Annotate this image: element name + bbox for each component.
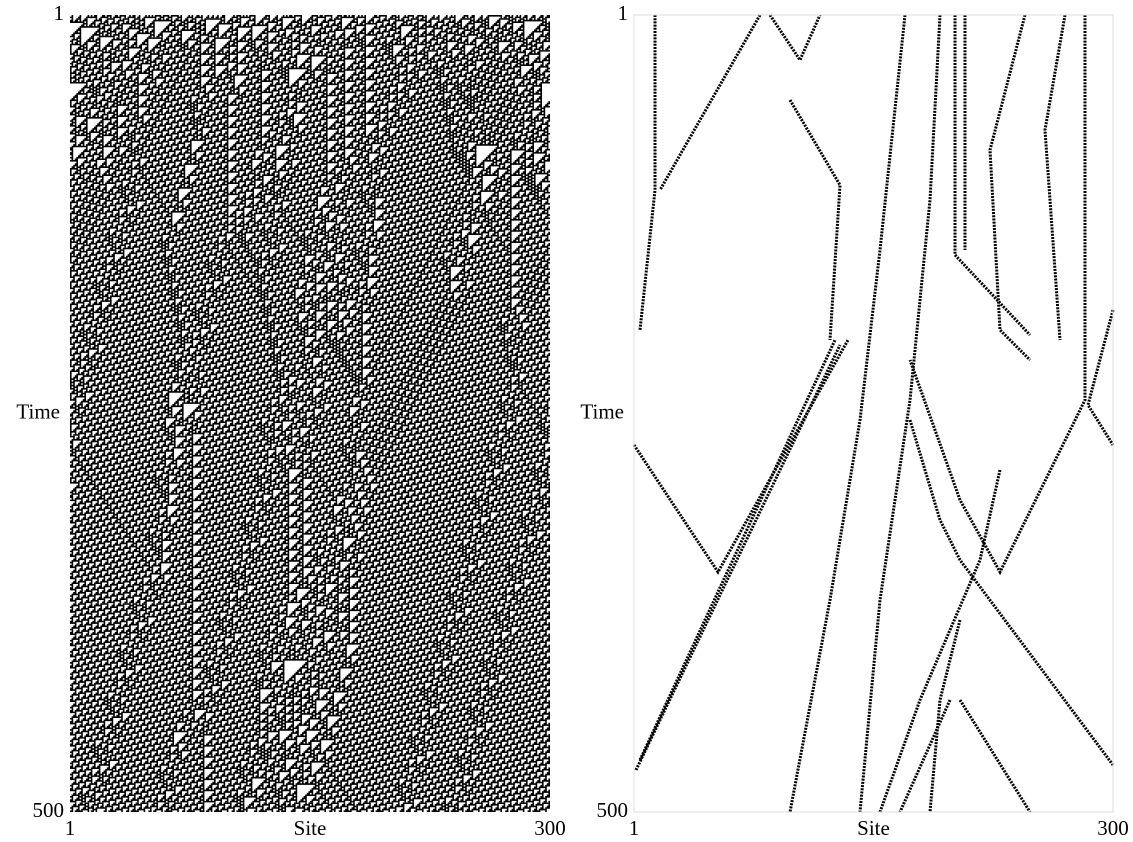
trace [638, 339, 837, 761]
x-axis-label: Site [857, 816, 890, 840]
trace [1043, 14, 1067, 341]
panel-right [632, 14, 1115, 813]
trace [928, 619, 962, 813]
trace [638, 15, 657, 331]
trace [658, 14, 762, 191]
x-tick-label: 300 [534, 816, 566, 840]
y-tick-label: 500 [33, 798, 65, 822]
trace [958, 699, 1032, 813]
cell-pattern [70, 15, 550, 812]
trace [788, 14, 907, 813]
panel-frame [633, 14, 1114, 813]
y-tick-label: 1 [54, 1, 65, 25]
glider-traces [632, 14, 1115, 813]
trace [632, 339, 850, 575]
trace [953, 15, 1032, 337]
trace [988, 14, 1032, 362]
trace [768, 14, 822, 64]
x-tick-label: 1 [65, 816, 76, 840]
trace [908, 15, 1087, 576]
trace [1086, 309, 1115, 446]
trace [908, 419, 1115, 766]
x-axis-label: Site [294, 816, 327, 840]
trace [634, 344, 842, 771]
y-tick-label: 500 [597, 798, 629, 822]
y-axis-label: Time [580, 399, 624, 423]
x-tick-label: 300 [1097, 816, 1129, 840]
y-tick-label: 1 [618, 1, 629, 25]
trace [858, 14, 942, 813]
trace [878, 469, 1002, 813]
y-axis-label: Time [16, 399, 60, 423]
trace [788, 99, 842, 341]
panel-left [70, 15, 550, 812]
x-tick-label: 1 [629, 816, 640, 840]
trace [898, 699, 952, 813]
